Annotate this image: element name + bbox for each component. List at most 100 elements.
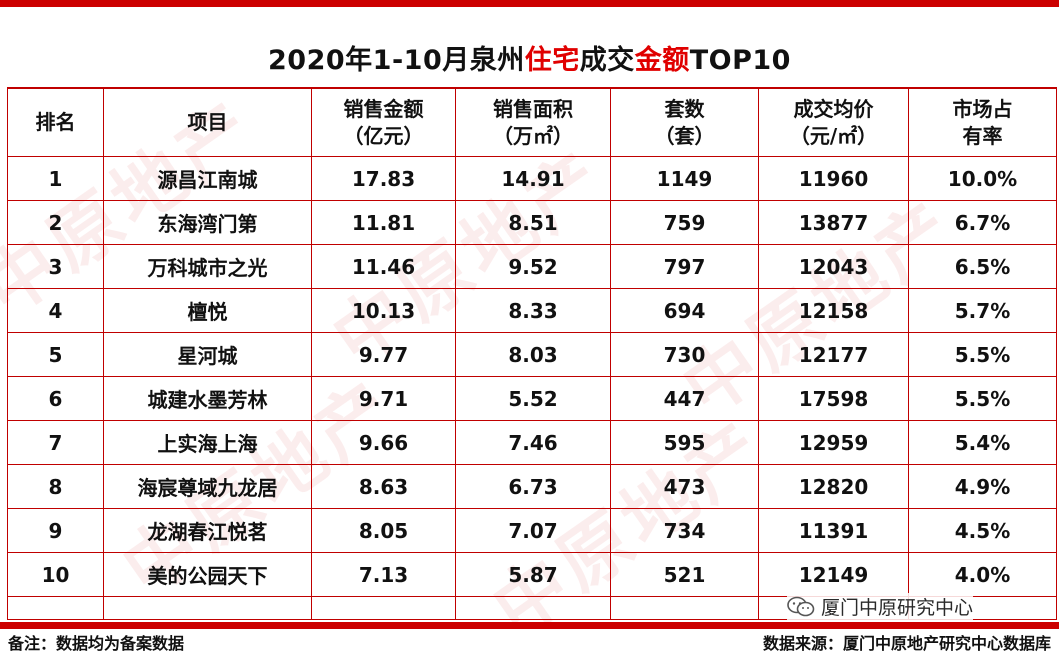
- table-cell: 797: [610, 244, 759, 289]
- column-header-label: 套数: [664, 96, 705, 121]
- table-cell: 美的公园天下: [103, 552, 312, 597]
- column-header: 成交均价 （元/㎡）: [758, 87, 909, 157]
- table-cell: [610, 596, 759, 620]
- table-cell: 源昌江南城: [103, 156, 312, 201]
- table-cell: 9: [7, 508, 104, 553]
- table-cell: 万科城市之光: [103, 244, 312, 289]
- table-cell: 上实海上海: [103, 420, 312, 465]
- table-cell: 5: [7, 332, 104, 377]
- table-cell: 12149: [758, 552, 909, 597]
- table-cell: 730: [610, 332, 759, 377]
- title-part1: 2020年1-10月泉州: [268, 45, 525, 76]
- column-header: 排名: [7, 87, 104, 157]
- page-title: 2020年1-10月泉州住宅成交金额TOP10: [0, 38, 1059, 77]
- table-cell: 海宸尊域九龙居: [103, 464, 312, 509]
- column-header-label: 销售面积: [493, 96, 573, 121]
- wechat-icon: [787, 596, 815, 618]
- top-accent-bar: [0, 0, 1059, 7]
- table-cell: 10.0%: [908, 156, 1057, 201]
- title-part3: TOP10: [689, 45, 791, 76]
- table-cell: 城建水墨芳林: [103, 376, 312, 421]
- table-cell: 8.63: [311, 464, 456, 509]
- table-cell: 10: [7, 552, 104, 597]
- table-cell: 7.46: [455, 420, 611, 465]
- table-cell: 5.87: [455, 552, 611, 597]
- table-cell: [311, 596, 456, 620]
- table-cell: 7.07: [455, 508, 611, 553]
- table-cell: 9.52: [455, 244, 611, 289]
- table-cell: 10.13: [311, 288, 456, 333]
- table-cell: 11.46: [311, 244, 456, 289]
- column-header: 市场占 有率: [908, 87, 1057, 157]
- column-header: 项目: [103, 87, 312, 157]
- column-header-label: 成交均价: [793, 96, 874, 121]
- footnote: 备注：数据均为备案数据: [8, 634, 185, 653]
- table-row: 2 东海湾门第 11.81 8.51 759 13877 6.7%: [7, 200, 1057, 245]
- table-cell: 13877: [758, 200, 909, 245]
- table-cell: 17598: [758, 376, 909, 421]
- table-cell: 6.73: [455, 464, 611, 509]
- title-highlight-amount: 金额: [634, 45, 690, 76]
- column-header-unit: （元/㎡）: [789, 123, 878, 148]
- table-cell: 7: [7, 420, 104, 465]
- table-cell: 12158: [758, 288, 909, 333]
- column-header-label: 排名: [35, 110, 76, 134]
- table-cell: 5.7%: [908, 288, 1057, 333]
- table-cell: 东海湾门第: [103, 200, 312, 245]
- table-row: 10 美的公园天下 7.13 5.87 521 12149 4.0%: [7, 552, 1057, 597]
- column-header-unit: （套）: [654, 123, 715, 148]
- table-cell: 8.33: [455, 288, 611, 333]
- column-header: 销售面积 （万㎡）: [455, 87, 611, 157]
- table-cell: 5.5%: [908, 376, 1057, 421]
- table-cell: 734: [610, 508, 759, 553]
- column-header-unit: （万㎡）: [493, 123, 573, 148]
- wechat-account[interactable]: 厦门中原研究中心: [787, 593, 974, 620]
- table-cell: 6.5%: [908, 244, 1057, 289]
- table-cell: 4.5%: [908, 508, 1057, 553]
- table-cell: 3: [7, 244, 104, 289]
- table-cell: 8.03: [455, 332, 611, 377]
- column-header: 销售金额 （亿元）: [311, 87, 456, 157]
- table-cell: 1: [7, 156, 104, 201]
- table-cell: 4: [7, 288, 104, 333]
- ranking-table: 排名 项目 销售金额 （亿元） 销售面积 （万㎡） 套数 （套） 成交均价 （元/㎡） 市场占 有率 …: [7, 87, 1057, 620]
- table-cell: 1149: [610, 156, 759, 201]
- table-cell: 11.81: [311, 200, 456, 245]
- table-cell: 2: [7, 200, 104, 245]
- table-row: 9 龙湖春江悦茗 8.05 7.07 734 11391 4.5%: [7, 508, 1057, 553]
- column-header: 套数 （套）: [610, 87, 759, 157]
- table-cell: 12820: [758, 464, 909, 509]
- table-row: 5 星河城 9.77 8.03 730 12177 5.5%: [7, 332, 1057, 377]
- table-cell: 759: [610, 200, 759, 245]
- table-cell: 14.91: [455, 156, 611, 201]
- table-cell: 9.66: [311, 420, 456, 465]
- table-cell: [7, 596, 104, 620]
- table-cell: 星河城: [103, 332, 312, 377]
- table-header-row: 排名 项目 销售金额 （亿元） 销售面积 （万㎡） 套数 （套） 成交均价 （元/㎡） 市场占 有率: [7, 87, 1057, 157]
- table-cell: 12177: [758, 332, 909, 377]
- title-part2: 成交: [579, 45, 635, 76]
- table-cell: 檀悦: [103, 288, 312, 333]
- table-cell: 473: [610, 464, 759, 509]
- table-row: 3 万科城市之光 11.46 9.52 797 12043 6.5%: [7, 244, 1057, 289]
- table-cell: 4.9%: [908, 464, 1057, 509]
- column-header-unit: （亿元）: [343, 123, 424, 148]
- table-cell: 694: [610, 288, 759, 333]
- data-source: 数据来源：厦门中原地产研究中心数据库: [762, 634, 1051, 653]
- table-cell: 12959: [758, 420, 909, 465]
- column-header-label: 项目: [187, 110, 228, 134]
- table-cell: 447: [610, 376, 759, 421]
- wechat-account-name: 厦门中原研究中心: [821, 597, 974, 619]
- title-highlight-residential: 住宅: [524, 45, 580, 76]
- table-cell: 8: [7, 464, 104, 509]
- column-header-unit: 有率: [962, 123, 1003, 148]
- table-cell: 595: [610, 420, 759, 465]
- table-row: 8 海宸尊域九龙居 8.63 6.73 473 12820 4.9%: [7, 464, 1057, 509]
- table-cell: 8.05: [311, 508, 456, 553]
- table-cell: 521: [610, 552, 759, 597]
- table-cell: 12043: [758, 244, 909, 289]
- table-cell: 4.0%: [908, 552, 1057, 597]
- table-cell: 8.51: [455, 200, 611, 245]
- column-header-label: 市场占: [952, 96, 1013, 121]
- table-cell: [103, 596, 312, 620]
